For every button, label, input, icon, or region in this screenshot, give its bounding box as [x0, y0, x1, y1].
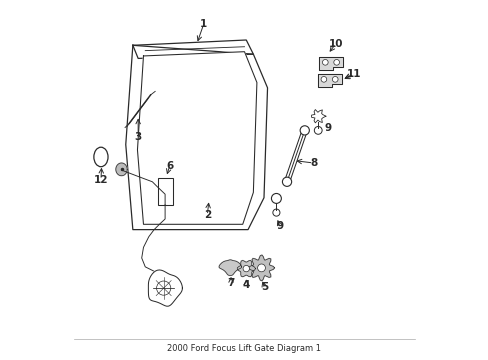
Circle shape: [300, 126, 309, 135]
Text: 7: 7: [227, 278, 234, 288]
Text: 12: 12: [94, 175, 108, 185]
Circle shape: [321, 77, 326, 82]
Polygon shape: [148, 270, 182, 306]
Polygon shape: [125, 45, 267, 230]
Text: 3: 3: [134, 132, 142, 142]
Text: 2: 2: [203, 211, 210, 220]
Text: 8: 8: [309, 158, 317, 168]
Circle shape: [282, 177, 291, 186]
Circle shape: [322, 59, 327, 65]
Circle shape: [243, 265, 249, 272]
Polygon shape: [219, 260, 241, 275]
Text: 9: 9: [324, 122, 331, 132]
Text: 11: 11: [346, 69, 361, 79]
Circle shape: [333, 59, 339, 65]
Text: 4: 4: [242, 280, 249, 289]
Circle shape: [332, 77, 337, 82]
Text: 9: 9: [276, 221, 283, 231]
Polygon shape: [317, 74, 341, 87]
Polygon shape: [137, 52, 256, 224]
Text: 5: 5: [260, 282, 267, 292]
Polygon shape: [133, 40, 253, 58]
Polygon shape: [116, 163, 127, 176]
Polygon shape: [248, 255, 274, 281]
Circle shape: [257, 264, 265, 272]
Polygon shape: [311, 109, 325, 123]
Text: 1: 1: [200, 19, 207, 29]
Text: 2000 Ford Focus Lift Gate Diagram 1: 2000 Ford Focus Lift Gate Diagram 1: [167, 344, 321, 353]
Text: 10: 10: [328, 39, 343, 49]
Bar: [157, 178, 172, 205]
Polygon shape: [237, 261, 255, 277]
Polygon shape: [318, 57, 343, 70]
Text: 6: 6: [166, 161, 173, 171]
